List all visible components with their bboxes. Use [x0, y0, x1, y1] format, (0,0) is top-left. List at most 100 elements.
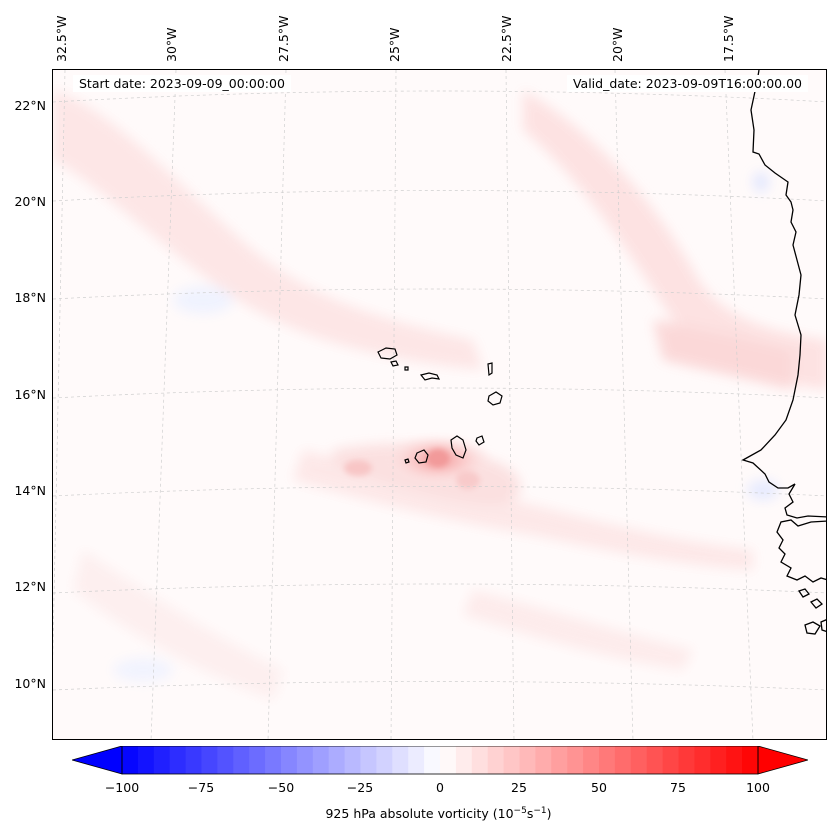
- valid-date-label: Valid_date: 2023-09-09T16:00:00.00: [566, 75, 808, 92]
- colorbar-segment: [328, 746, 346, 774]
- colorbar-segment: [424, 746, 441, 774]
- lat-label-12n: 12°N: [14, 579, 46, 594]
- colorbar-segment: [169, 746, 187, 774]
- colorbar-tick-50: 50: [591, 780, 607, 795]
- island-santa-luzia: [404, 366, 409, 371]
- lon-label-20w: 20°W: [610, 27, 625, 62]
- gridline-lat-18: [53, 288, 826, 300]
- coastline-mauritania-senegal: [741, 70, 802, 489]
- colorbar-segment: [742, 746, 759, 774]
- island-fogo: [414, 449, 429, 464]
- colorbar-tick-neg75: −75: [187, 780, 215, 795]
- cape-verde-islands: [377, 347, 503, 464]
- colorbar-segment: [535, 746, 552, 774]
- colorbar-segment: [249, 746, 266, 774]
- colorbar-tick-neg25: −25: [346, 780, 374, 795]
- gridline-lat-16: [53, 387, 826, 399]
- map-panel[interactable]: [52, 69, 827, 740]
- gridline-lon-20: [614, 70, 634, 739]
- island-santiago: [450, 435, 467, 459]
- patch-blue-west: [173, 286, 233, 314]
- gridlines: [53, 70, 826, 739]
- colorbar-segment: [614, 746, 632, 774]
- patch-blue-south: [113, 658, 173, 682]
- colorbar-segment: [694, 746, 711, 774]
- colorbar-segment: [710, 746, 727, 774]
- colorbar-extend-low: [72, 746, 123, 775]
- colorbar-segment: [360, 746, 377, 774]
- colorbar-segment: [185, 746, 202, 774]
- island-bissagos-2: [809, 598, 824, 609]
- gridline-lat-14: [53, 486, 826, 497]
- gridline-lon-17-5: [724, 70, 754, 739]
- gridline-lon-27-5: [267, 70, 287, 739]
- colorbar-extend-high: [757, 746, 808, 775]
- gridline-lat-12: [53, 583, 826, 594]
- colorbar-segment: [392, 746, 409, 774]
- colorbar-segment: [233, 746, 250, 774]
- colorbar-tick-neg100: −100: [104, 780, 140, 795]
- patch-southwest: [73, 550, 283, 700]
- colorbar-segment: [122, 746, 139, 774]
- colorbar-segment: [503, 746, 520, 774]
- colorbar-segment: [344, 746, 361, 774]
- colorbar-segment: [519, 746, 536, 774]
- patch-blue-coast: [747, 480, 779, 500]
- gridline-lat-10: [53, 681, 826, 691]
- gridline-lon-32-5: [53, 70, 66, 662]
- colorbar-label-mid: s: [526, 806, 534, 822]
- colorbar-tick-100: 100: [746, 780, 770, 795]
- start-date-label: Start date: 2023-09-09_00:00:00: [73, 75, 291, 92]
- colorbar-tick-75: 75: [670, 780, 686, 795]
- colorbar-segment: [599, 746, 616, 774]
- lon-label-27-5w: 27.5°W: [276, 15, 291, 62]
- colorbar-frame: [121, 746, 759, 775]
- coastline-gambia: [784, 483, 826, 519]
- lon-label-17-5w: 17.5°W: [721, 15, 736, 62]
- africa-coastline: [741, 70, 826, 635]
- lat-label-14n: 14°N: [14, 483, 46, 498]
- island-bissagos-4: [820, 619, 826, 633]
- island-sao-vicente: [390, 360, 399, 367]
- gridline-lon-22-5: [505, 70, 515, 739]
- colorbar-segment: [583, 746, 600, 774]
- patch-east-coast: [653, 320, 793, 390]
- colorbar-segment: [265, 746, 282, 774]
- lon-label-32-5w: 32.5°W: [54, 15, 69, 62]
- colorbar-segment: [455, 746, 473, 774]
- island-maio: [475, 435, 485, 446]
- island-sao-nicolau: [419, 372, 441, 381]
- gridline-lat-22: [53, 90, 826, 103]
- lat-label-16n: 16°N: [14, 387, 46, 402]
- colorbar-segment: [662, 746, 679, 774]
- vort-max-east: [456, 471, 480, 489]
- island-bissagos-3: [804, 621, 821, 635]
- gridline-lon-25: [390, 70, 397, 739]
- colorbar-segment: [312, 746, 330, 774]
- colorbar-segment: [376, 746, 393, 774]
- patch-northwest: [53, 90, 483, 370]
- colorbar-tick-neg50: −50: [267, 780, 295, 795]
- colorbar-segment: [726, 746, 743, 774]
- vorticity-patches: [53, 90, 826, 700]
- colorbar-segment: [630, 746, 648, 774]
- lat-label-18n: 18°N: [14, 290, 46, 305]
- colorbar-segment: [201, 746, 218, 774]
- vort-max-core: [426, 448, 450, 468]
- colorbar-label-exp2: −1: [533, 806, 547, 816]
- patch-northeast-band: [523, 90, 826, 390]
- colorbar-segment: [137, 746, 155, 774]
- colorbar-segment: [567, 746, 584, 774]
- colorbar-segment: [281, 746, 298, 774]
- colorbar-label-exp1: −5: [513, 806, 527, 816]
- island-boa-vista: [487, 391, 503, 406]
- lat-label-10n: 10°N: [14, 676, 46, 691]
- island-sal: [487, 362, 493, 377]
- colorbar-label-prefix: 925 hPa absolute vorticity (10: [325, 806, 514, 822]
- colorbar-label: 925 hPa absolute vorticity (10−5s−1): [0, 806, 837, 821]
- colorbar-segment: [678, 746, 695, 774]
- island-santo-antao: [377, 347, 398, 360]
- lat-label-22n: 22°N: [14, 98, 46, 113]
- colorbar-tick-25: 25: [511, 780, 527, 795]
- vorticity-field: [53, 70, 826, 739]
